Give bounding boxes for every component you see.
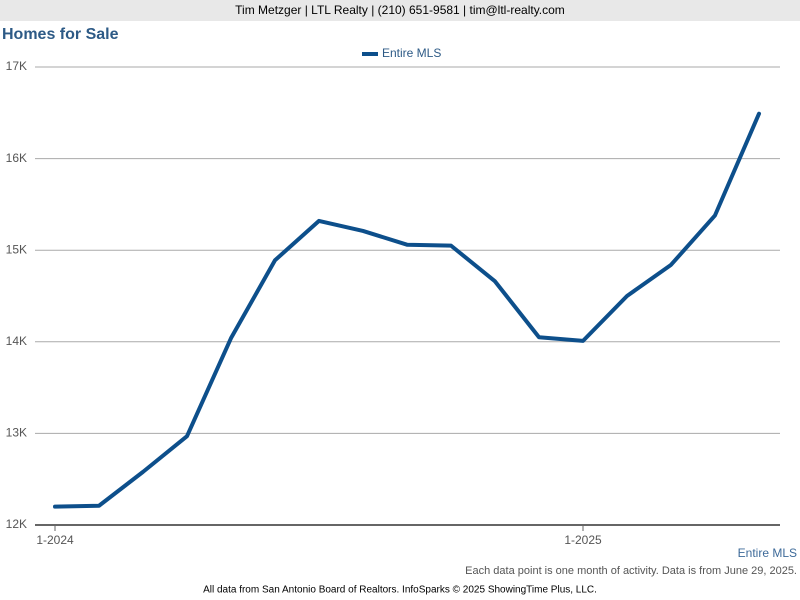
x-tick-label: 1-2025 [564, 533, 602, 547]
legend-label: Entire MLS [382, 46, 441, 60]
y-tick-label: 14K [6, 334, 27, 348]
y-tick-label: 15K [6, 242, 27, 256]
y-tick-label: 16K [6, 151, 27, 165]
line [53, 111, 761, 509]
y-tick-label: 12K [6, 517, 27, 531]
header: Tim Metzger | LTL Realty | (210) 651-958… [235, 3, 565, 17]
footnote: Each data point is one month of activity… [465, 565, 797, 577]
chart-title: Homes for Sale [2, 26, 119, 43]
x-tick-label: 1-2024 [36, 533, 74, 547]
source-label: Entire MLS [738, 546, 797, 560]
footer: All data from San Antonio Board of Realt… [203, 585, 597, 596]
y-tick-label: 13K [6, 426, 27, 440]
header-bar [0, 0, 800, 21]
y-tick-label: 17K [6, 59, 27, 73]
